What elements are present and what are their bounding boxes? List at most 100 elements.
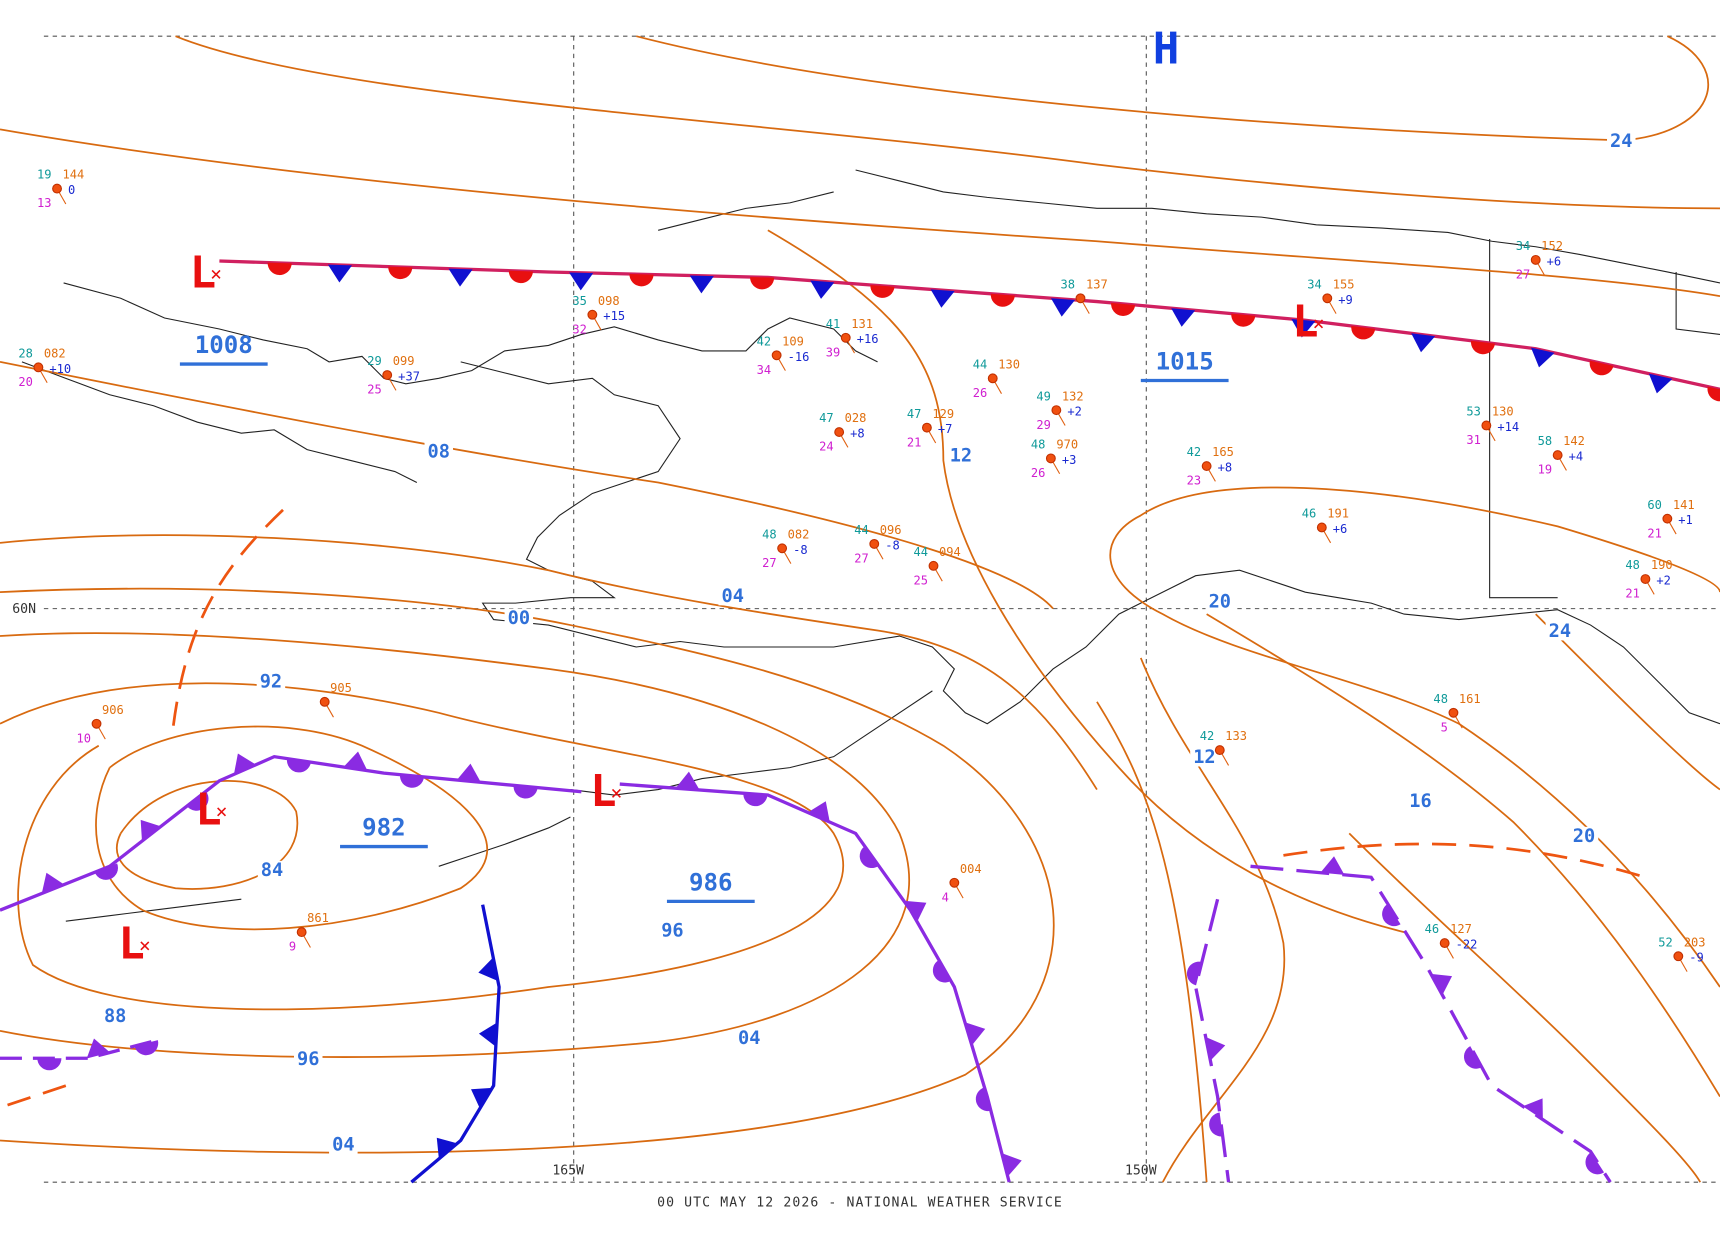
- front-symbol: [743, 793, 768, 807]
- station-tendency: +9: [1338, 293, 1353, 307]
- isobar-label: 04: [722, 586, 744, 607]
- label-bg: [256, 672, 286, 691]
- coastline: [658, 191, 834, 231]
- isobar: [1140, 657, 1286, 1183]
- front-symbol: [1209, 1112, 1223, 1137]
- isobar-label: 24: [1549, 621, 1571, 642]
- station-pressure: 082: [44, 346, 66, 360]
- station-dewpoint: 23: [1187, 474, 1202, 488]
- isobar-label: 96: [297, 1049, 319, 1070]
- station-temperature: 29: [367, 354, 382, 368]
- station-circle: [296, 927, 307, 938]
- center-pressure: 986: [689, 868, 733, 896]
- station-temperature: 28: [18, 346, 33, 360]
- front-symbol: [37, 1058, 62, 1071]
- station-temperature: 48: [1625, 558, 1640, 572]
- station-tendency: 0: [68, 183, 75, 197]
- pressure-center: L: [190, 247, 216, 298]
- front-symbol: [750, 276, 775, 290]
- border: [1489, 239, 1720, 599]
- station-pressure: 142: [1563, 434, 1585, 448]
- station-tendency: +8: [1218, 461, 1233, 475]
- pressure-center: L: [1292, 297, 1318, 348]
- station-circle: [771, 350, 782, 361]
- station-temperature: 42: [1187, 445, 1202, 459]
- trough: [0, 1084, 67, 1109]
- center-pressure: 982: [362, 814, 406, 842]
- label-bg: [504, 608, 534, 628]
- station-dewpoint: 4: [942, 890, 949, 904]
- label-bg: [1406, 791, 1435, 811]
- station-tendency: +16: [857, 332, 879, 346]
- isobar: [0, 632, 911, 1058]
- station-tendency: +3: [1062, 453, 1077, 467]
- station-circle: [1075, 293, 1086, 304]
- station-dewpoint: 21: [1647, 526, 1662, 540]
- footer: 00 UTC MAY 12 2026 - NATIONAL WEATHER SE…: [657, 1195, 1063, 1210]
- front-symbol: [1470, 340, 1496, 355]
- isobar: [0, 128, 1720, 297]
- isobar: [0, 587, 1055, 1154]
- station-circle: [319, 696, 330, 707]
- isobar: [175, 35, 1720, 210]
- station-dewpoint: 20: [18, 375, 33, 389]
- front-symbol: [267, 262, 292, 276]
- station-pressure: 905: [330, 681, 352, 695]
- isobar: [0, 534, 1098, 791]
- front-symbol: [1411, 333, 1436, 353]
- label-bg: [734, 1028, 764, 1048]
- label-bg: [1190, 747, 1219, 767]
- front-symbol: [689, 275, 714, 294]
- isobar-label: 92: [260, 672, 282, 693]
- front-symbol: [1430, 973, 1453, 996]
- front-symbol: [1531, 347, 1555, 368]
- station-circle: [921, 422, 932, 433]
- station-dewpoint: 26: [973, 386, 988, 400]
- station-pressure: 861: [307, 911, 329, 925]
- isobar: [116, 780, 299, 890]
- isobar-label: 04: [738, 1028, 760, 1049]
- front-symbol: [388, 266, 413, 280]
- coastline: [21, 361, 418, 483]
- center-pressure: 1008: [195, 331, 253, 359]
- station-pressure: 203: [1684, 935, 1706, 949]
- station-temperature: 60: [1647, 498, 1662, 512]
- station-temperature: 58: [1538, 434, 1553, 448]
- station-pressure: 094: [939, 545, 961, 559]
- front-symbol: [1111, 302, 1136, 316]
- front-symbol: [990, 293, 1015, 307]
- front-symbol: [399, 774, 425, 788]
- station-temperature: 48: [762, 527, 777, 541]
- station-temperature: 41: [826, 317, 841, 331]
- station-pressure: 096: [880, 523, 902, 537]
- station-dewpoint: 21: [907, 435, 922, 449]
- troughs: [0, 508, 1646, 1109]
- front-symbol: [94, 863, 118, 880]
- front-symbol: [1463, 1046, 1482, 1069]
- station-dewpoint: 31: [1466, 433, 1481, 447]
- station-dewpoint: 27: [762, 556, 777, 570]
- station-circle: [928, 560, 939, 571]
- station-circle: [1045, 453, 1056, 464]
- front-line: [410, 904, 501, 1184]
- front-symbol: [932, 959, 951, 983]
- trough: [171, 508, 284, 727]
- isobar: [1109, 486, 1720, 988]
- station-pressure: 191: [1327, 507, 1349, 521]
- station-temperature: 47: [819, 411, 834, 425]
- front-symbol: [508, 270, 533, 284]
- station-circle: [33, 362, 44, 373]
- front-symbol: [1291, 318, 1316, 338]
- front-symbol: [675, 771, 700, 790]
- station-dewpoint: 24: [819, 440, 834, 454]
- isobar: [0, 682, 845, 1011]
- station-dewpoint: 25: [367, 383, 382, 397]
- station-circle: [869, 538, 880, 549]
- station-temperature: 42: [1200, 729, 1215, 743]
- label-bg: [329, 1134, 358, 1154]
- station-tendency: +37: [398, 370, 420, 384]
- station-temperature: 44: [973, 357, 988, 371]
- station-dewpoint: 27: [854, 552, 869, 566]
